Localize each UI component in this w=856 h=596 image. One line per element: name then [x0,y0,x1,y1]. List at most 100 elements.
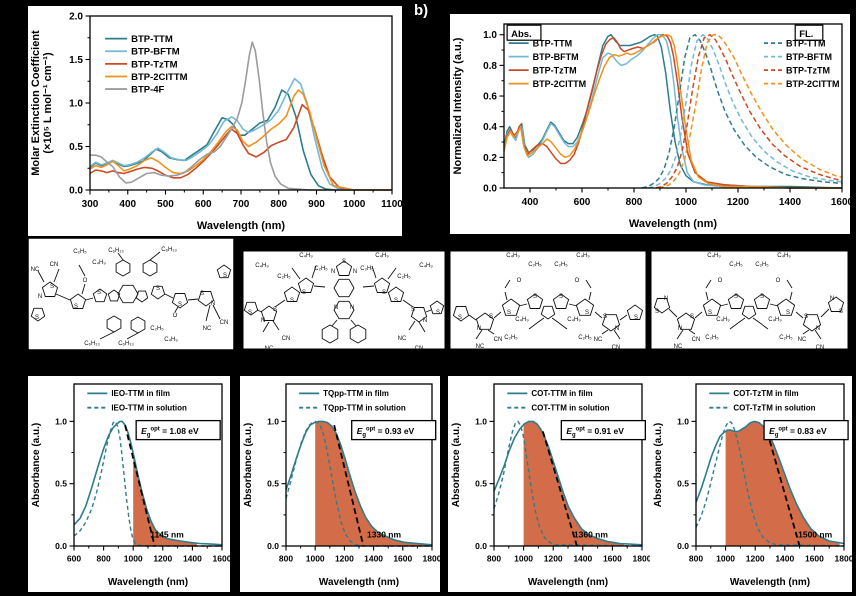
bond [820,308,830,318]
bond [371,265,377,279]
atom-label: S [760,294,764,300]
series-curve-4 [90,41,392,191]
atom-label: N [331,269,335,275]
atom-label: S [507,310,511,316]
bond [786,279,793,289]
atom-label: NC [476,344,485,350]
x-axis-title: Wavelength (nm) [319,577,399,588]
atom-label: C₄H₉ [255,263,269,269]
series-curve-2 [503,33,842,189]
atom-label: S [585,310,589,316]
bandgap-value-text: Egopt = 0.91 eV [566,426,624,439]
atom-label: S [411,307,415,313]
x-tick-label: 800 [487,554,501,564]
bond [769,303,779,307]
atom-label: C₂H₅ [705,335,719,341]
atom-label: S [178,302,182,308]
atom-label: NC [203,326,212,332]
absorbance-chart-tqpp-ttm: 800 1000 1200 1400 1600 1800 0.0 0.5 1.0 Waveleng… [240,376,440,592]
x-tick-label: 800 [97,554,111,564]
normalized-intensity-chart: 400 600 800 1000 1200 1400 1600 0.0 0.2 0.4 0.6 0.8… [450,14,850,234]
atom-label: C₄H₉ [707,253,721,259]
atom-label: C₂H₅ [314,266,328,272]
x-tick-label: 600 [195,199,212,210]
atom-label: S [156,286,160,292]
ring [501,298,521,316]
ring [753,293,771,309]
bond [81,283,86,295]
atom-label: S [248,310,252,316]
bond [705,279,712,289]
y-tick-label: 1.0 [69,99,83,110]
bond [558,322,568,330]
atom-label: NC [265,346,274,350]
x-tick-label: 1200 [746,554,765,564]
y-tick-label: 2.0 [69,12,83,23]
bond [55,293,71,301]
panel-b-label: b) [414,2,429,19]
ring [349,324,367,344]
axes-box [503,23,843,189]
y-tick-label: 0.5 [69,142,83,153]
series-curve-1 [695,420,845,547]
wavelength-annotation: 1360 nm [574,529,608,539]
atom-label: N [816,326,820,332]
atom-label: S [559,294,563,300]
bandgap-tangent-line [124,424,156,547]
x-tick-label: 600 [67,554,81,564]
atom-label: NC [594,337,603,343]
atom-label: S [436,310,440,316]
atom-label: N [423,318,427,324]
wavelength-annotation: 1330 nm [367,529,401,539]
atom-label: S [74,304,78,310]
atom-label: C₂H₅ [277,274,291,280]
bond [504,291,508,301]
atom-label: C₂H₅ [528,262,542,268]
atom-label: S [458,315,462,321]
bond [291,267,301,280]
ring [827,296,845,312]
y-axis-title: Absorbance (a.u.) [31,423,42,507]
ring [727,293,745,309]
series-curve-1 [503,33,842,189]
legend-entry-label: COT-TTM in solution [531,404,609,413]
molar-extinction-chart: 300 400 500 600 700 800 900 1000 1100 0.0 0.5 1.0 1.… [28,6,402,236]
shaded-integration-region [315,421,430,546]
atom-label: O [517,278,522,284]
bond [528,322,538,330]
y-tick-label: 1.0 [267,416,279,426]
x-tick-label: 800 [270,199,287,210]
bond [493,311,502,319]
bond [187,298,199,301]
x-tick-label: 1600 [603,554,622,564]
ring [335,260,353,276]
x-tick-label: 1800 [423,554,440,564]
structure-box [28,238,234,350]
atom-label: S [200,291,204,297]
x-tick-label: 900 [308,199,325,210]
legend-entry-label: BTP-TTM [533,38,573,48]
bond [814,329,822,340]
bond [694,311,703,319]
ring [92,288,108,303]
ring [575,298,595,316]
bond [117,252,124,261]
legend-entry-label: BTP-TzTM [131,59,178,70]
atom-label: C₄H₉ [567,317,581,323]
bond [99,331,115,340]
ring [243,301,259,316]
y-tick-label: 0.5 [55,479,67,489]
y-tick-label: 0.5 [267,479,279,489]
atom-label: NC [798,337,807,343]
y-tick-label: 0.8 [483,61,497,72]
bond [719,303,729,307]
bandgap-value-box [135,419,221,441]
atom-label: CN [415,346,424,350]
chemical-structure-4: C₄H₉ C₂H₅ C₂H₅ C₄H₉ O O S S S S S N N S S N N S C₄H₉ C₂H₅ C₄… [650,250,849,350]
atom-label: CN [692,337,701,343]
ring [540,305,556,320]
bond [425,309,432,313]
ring [452,306,470,322]
atom-label: CN [282,336,291,342]
